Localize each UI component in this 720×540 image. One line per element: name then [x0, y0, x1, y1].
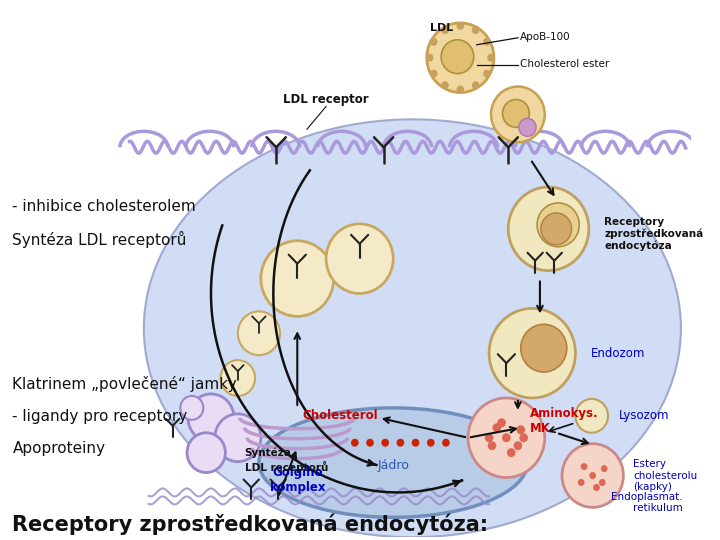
Circle shape — [441, 40, 474, 73]
Circle shape — [498, 418, 506, 427]
Circle shape — [513, 441, 522, 450]
Text: Lysozom: Lysozom — [618, 409, 669, 422]
Circle shape — [426, 53, 433, 62]
Circle shape — [516, 426, 525, 434]
Circle shape — [485, 433, 493, 442]
Circle shape — [593, 484, 600, 491]
Circle shape — [489, 308, 575, 398]
Text: - ligandy pro receptory: - ligandy pro receptory — [12, 409, 188, 424]
Circle shape — [600, 465, 608, 472]
Circle shape — [562, 444, 624, 508]
Text: LDL: LDL — [430, 23, 453, 33]
Circle shape — [487, 53, 495, 62]
Text: Aminokys.
MK: Aminokys. MK — [531, 407, 599, 435]
Circle shape — [519, 433, 528, 442]
Text: Receptory zprostředkovaná endocytóza:: Receptory zprostředkovaná endocytóza: — [12, 513, 489, 535]
Circle shape — [351, 438, 359, 447]
Circle shape — [412, 438, 420, 447]
Circle shape — [468, 398, 545, 477]
Text: ApoB-100: ApoB-100 — [520, 32, 570, 42]
Circle shape — [521, 325, 567, 372]
Text: Cholesterol ester: Cholesterol ester — [520, 59, 609, 69]
Circle shape — [581, 463, 588, 470]
Circle shape — [397, 438, 404, 447]
Circle shape — [502, 433, 510, 442]
Text: Estery
cholesterolu
(kapky): Estery cholesterolu (kapky) — [633, 459, 697, 492]
Circle shape — [238, 312, 280, 355]
Circle shape — [590, 472, 596, 479]
Circle shape — [508, 187, 589, 271]
Text: - inhibice cholesterolem: - inhibice cholesterolem — [12, 199, 196, 214]
Circle shape — [575, 399, 608, 433]
Text: Endozom: Endozom — [591, 347, 645, 360]
Circle shape — [472, 82, 480, 89]
Circle shape — [578, 479, 585, 486]
Text: Jádro: Jádro — [377, 459, 409, 472]
Circle shape — [427, 23, 494, 92]
Circle shape — [492, 423, 501, 432]
Circle shape — [483, 70, 491, 78]
Text: Receptory
zprostředkovaná
endocytóza: Receptory zprostředkovaná endocytóza — [604, 217, 703, 251]
Circle shape — [491, 86, 545, 142]
Circle shape — [507, 448, 516, 457]
Circle shape — [442, 438, 450, 447]
Circle shape — [456, 22, 464, 30]
Circle shape — [487, 441, 496, 450]
Text: Golgiho
komplex: Golgiho komplex — [269, 465, 325, 494]
Text: Klatrinem „povlečené“ jamky: Klatrinem „povlečené“ jamky — [12, 376, 237, 392]
Circle shape — [215, 414, 261, 462]
Text: Cholesterol: Cholesterol — [302, 409, 378, 422]
Circle shape — [366, 438, 374, 447]
Circle shape — [326, 224, 393, 293]
Circle shape — [541, 213, 572, 245]
Circle shape — [483, 38, 491, 46]
Circle shape — [220, 360, 255, 396]
Circle shape — [456, 85, 464, 93]
Circle shape — [441, 26, 449, 34]
Circle shape — [261, 241, 334, 316]
Circle shape — [382, 438, 389, 447]
Circle shape — [519, 118, 536, 136]
Circle shape — [537, 203, 580, 247]
Bar — [0, 0, 130, 537]
Ellipse shape — [259, 408, 528, 517]
Circle shape — [187, 433, 225, 472]
Circle shape — [430, 70, 438, 78]
Circle shape — [188, 394, 234, 442]
Ellipse shape — [144, 119, 681, 537]
Circle shape — [472, 26, 480, 34]
Text: Syntéza
LDL receptorů: Syntéza LDL receptorů — [245, 448, 328, 472]
Circle shape — [599, 479, 606, 486]
Circle shape — [430, 38, 438, 46]
Text: Endoplasmat.
retikulum: Endoplasmat. retikulum — [611, 491, 683, 513]
Circle shape — [180, 396, 203, 420]
Circle shape — [441, 82, 449, 89]
Text: LDL receptor: LDL receptor — [283, 93, 369, 106]
Circle shape — [427, 438, 435, 447]
Text: Apoproteiny: Apoproteiny — [12, 441, 105, 456]
Text: Syntéza LDL receptorů: Syntéza LDL receptorů — [12, 231, 186, 247]
Circle shape — [503, 99, 529, 127]
